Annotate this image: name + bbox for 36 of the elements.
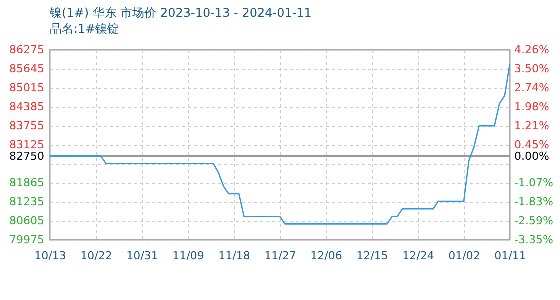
y2-tick-label: -1.07% xyxy=(514,176,554,190)
y2-tick-label: -1.83% xyxy=(514,196,554,209)
y-tick-label: 82750 xyxy=(10,150,44,163)
x-tick-label: 11/09 xyxy=(172,250,204,262)
x-tick-label: 11/27 xyxy=(264,250,296,262)
y-tick-label: 80605 xyxy=(10,214,44,228)
x-tick-label: 12/15 xyxy=(356,250,388,262)
y2-tick-label: -3.35% xyxy=(514,234,554,246)
x-tick-label: 10/31 xyxy=(126,250,158,262)
y-tick-label: 83755 xyxy=(10,120,44,132)
y2-tick-label: 1.21% xyxy=(514,120,550,133)
x-tick-label: 12/06 xyxy=(310,250,342,262)
x-tick-label: 01/02 xyxy=(448,250,480,262)
y-tick-label: 85015 xyxy=(10,82,44,94)
y2-tick-label: 1.98% xyxy=(514,100,550,114)
x-tick-label: 11/18 xyxy=(218,250,250,262)
chart-title: 镍(1#) 华东 市场价 2023-10-13 - 2024-01-11 xyxy=(49,6,312,20)
y-tick-label: 86275 xyxy=(10,44,44,56)
y-tick-label: 81865 xyxy=(10,176,44,190)
y-tick-label: 83125 xyxy=(10,138,44,152)
y-tick-label: 79975 xyxy=(10,234,44,246)
line-series xyxy=(49,64,511,225)
y2-tick-label: 0.45% xyxy=(514,138,550,152)
y-tick-label: 84385 xyxy=(10,100,44,114)
y-tick-label: 85645 xyxy=(10,62,44,76)
y-tick-label: 81235 xyxy=(10,196,44,208)
y2-tick-label: 3.50% xyxy=(514,62,550,76)
y2-tick-label: 0.00% xyxy=(514,150,550,163)
y2-tick-label: -2.59% xyxy=(514,214,554,228)
y2-tick-label: 4.26% xyxy=(514,44,550,56)
y2-tick-label: 2.74% xyxy=(514,81,550,94)
x-tick-label: 10/22 xyxy=(80,250,112,262)
x-tick-label: 12/24 xyxy=(402,250,434,262)
x-tick-label: 10/13 xyxy=(34,250,66,262)
chart-subtitle: 品名:1#镍锭 xyxy=(50,22,120,36)
x-tick-label: 01/11 xyxy=(494,250,526,262)
